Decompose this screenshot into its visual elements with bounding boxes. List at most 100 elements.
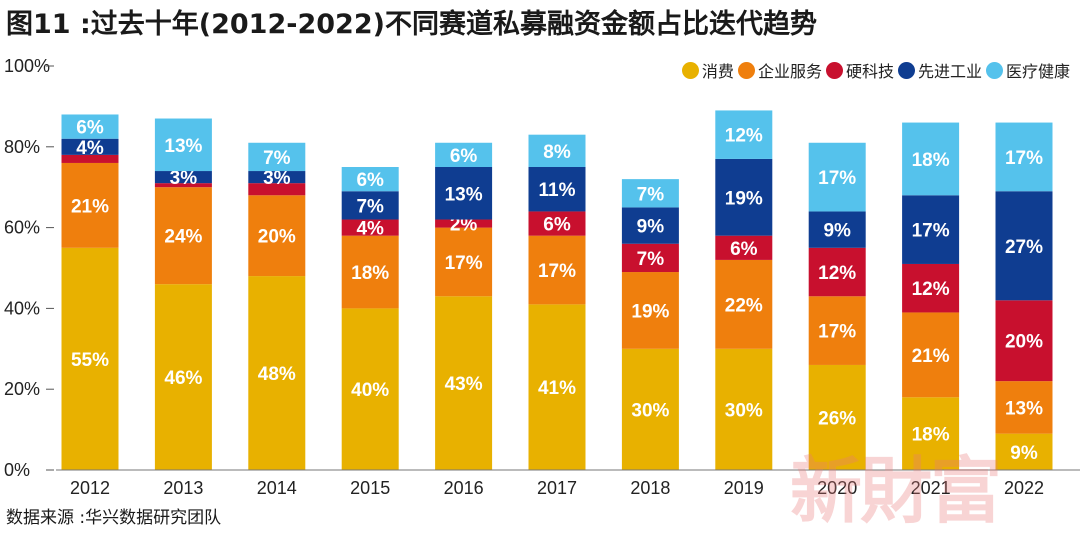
x-tick-label: 2018 [630,478,670,498]
bar-segment [808,142,866,212]
legend-swatch [897,61,915,79]
legend: 消费 企业服务 硬科技 先进工业 医疗健康 [678,58,1070,82]
bar-segment [715,259,773,349]
bar-segment [621,348,679,470]
bar-value-label: 9% [637,217,665,238]
bar-value-label: 26% [818,408,856,429]
legend-swatch [737,61,755,79]
bar-segment [61,247,119,470]
legend-item: 硬科技 [825,58,894,82]
bar-value-label: 8% [543,142,571,163]
bar-value-label: 30% [725,400,763,421]
bar-segment [995,122,1053,192]
bar-value-label: 17% [445,253,483,274]
bar-segment [808,296,866,365]
bar-segment [902,312,960,398]
bar-value-label: 7% [356,196,384,217]
bar-value-label: 2% [450,215,478,236]
bar-value-label: 24% [164,227,202,248]
bar-value-label: 20% [258,227,296,248]
bar-value-label: 17% [1005,148,1043,169]
bar-value-label: 55% [71,350,109,371]
bar-segment [154,187,212,285]
legend-item: 企业服务 [737,58,822,82]
legend-item: 医疗健康 [985,58,1070,82]
bar-value-label: 13% [445,184,483,205]
x-tick-label: 2021 [911,478,951,498]
legend-label: 消费 [701,62,734,81]
bar-value-label: 18% [351,263,389,284]
bar-value-label: 11% [539,180,576,201]
bar-segment [902,263,960,313]
bar-segment [61,154,119,163]
data-source-note: 数据来源 :华兴数据研究团队 [6,508,222,528]
bar-segment [528,211,586,236]
bar-segment [528,167,586,212]
bar-segment [435,296,493,470]
bar-value-label: 7% [637,184,665,205]
bar-segment [808,364,866,470]
y-tick-label: 40% [4,298,40,318]
bar-value-label: 20% [1005,332,1043,353]
bar-value-label: 21% [71,196,109,217]
bar-value-label: 19% [725,188,763,209]
bar-segment [154,118,212,172]
bar-segment [248,276,306,470]
bar-value-label: 22% [725,295,763,316]
x-tick-label: 2015 [350,478,390,498]
y-tick-label: 60% [4,218,40,238]
y-tick-label: 80% [4,137,40,157]
bar-value-label: 40% [351,380,389,401]
bar-segment [341,219,399,236]
bar-segment [528,304,586,470]
bar-segment [435,227,493,297]
bar-value-label: 6% [450,146,478,167]
bar-value-label: 18% [912,425,950,446]
bar-value-label: 7% [263,148,291,169]
bar-segment [621,272,679,349]
x-tick-label: 2016 [444,478,484,498]
watermark-logo: 新財富 [790,448,1002,533]
y-tick-label: 100% [4,56,50,76]
bar-value-label: 30% [631,400,669,421]
bar-value-label: 6% [76,118,104,139]
bar-segment [808,247,866,297]
bar-value-label: 3% [263,168,291,189]
bar-segment [248,171,306,184]
x-tick-label: 2017 [537,478,577,498]
bar-value-label: 12% [912,279,950,300]
y-tick-label: 0% [4,460,30,480]
y-tick-label: 20% [4,379,40,399]
bar-value-label: 9% [1010,443,1038,464]
bar-segment [528,134,586,167]
bar-segment [995,191,1053,301]
x-tick-label: 2013 [163,478,203,498]
bar-segment [154,284,212,470]
legend-label: 医疗健康 [1005,62,1070,81]
x-tick-label: 2012 [70,478,110,498]
bar-value-label: 6% [543,215,571,236]
bar-segment [902,122,960,196]
bar-segment [341,308,399,470]
bar-segment [154,183,212,188]
bar-segment [902,397,960,470]
bar-value-label: 4% [356,219,384,240]
bar-value-label: 21% [912,346,950,367]
bar-segment [528,235,586,305]
bar-segment [715,348,773,470]
bar-segment [248,142,306,172]
bar-value-label: 13% [164,136,202,157]
bar-value-label: 43% [445,374,483,395]
bar-value-label: 17% [538,261,576,282]
bar-value-label: 6% [730,239,758,260]
bar-value-label: 48% [258,364,296,385]
bar-segment [248,195,306,277]
bar-segment [61,114,119,139]
bar-segment [248,183,306,196]
x-tick-label: 2014 [257,478,297,498]
bar-value-label: 3% [170,168,198,189]
bar-value-label: 7% [637,249,665,270]
legend-swatch [681,61,699,79]
x-tick-label: 2022 [1004,478,1044,498]
bar-value-label: 4% [76,138,104,159]
